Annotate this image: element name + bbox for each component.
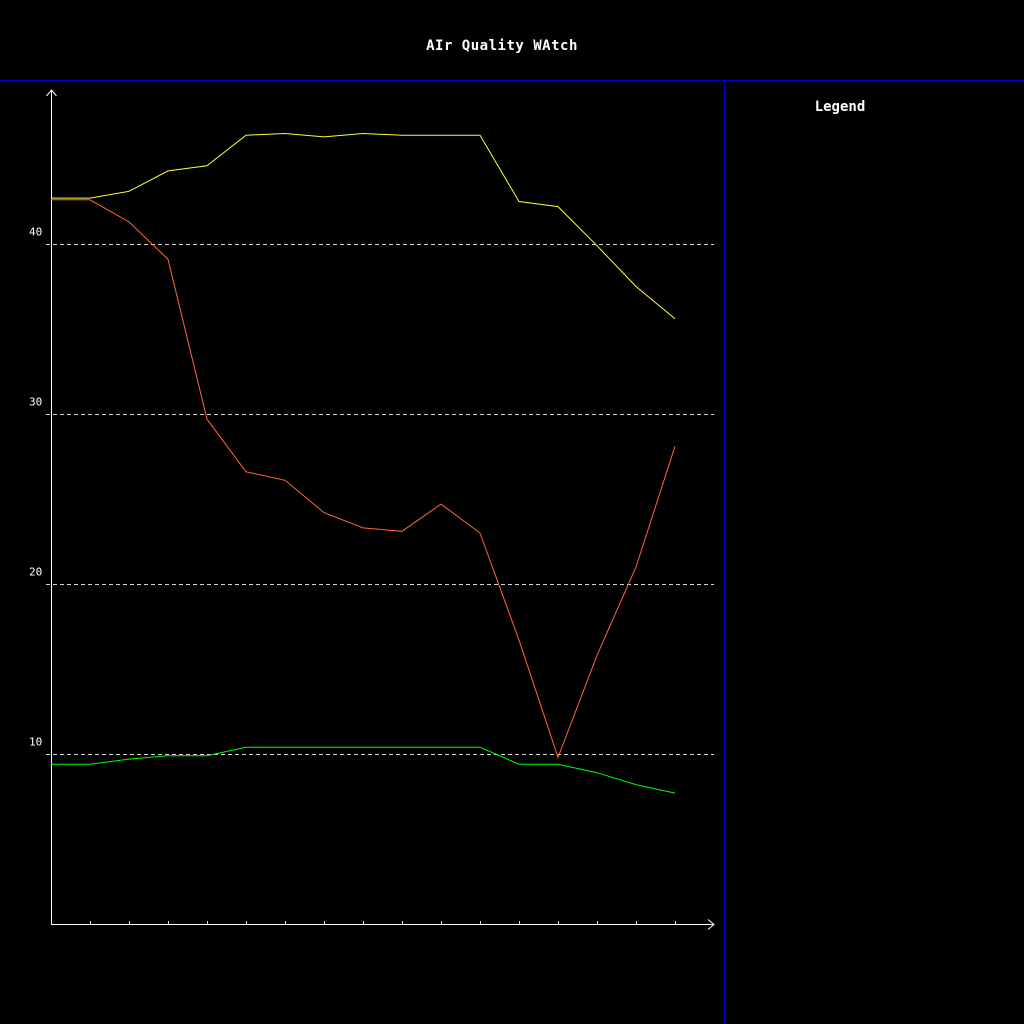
y-tick-labels: 10 20 30 40 [29, 226, 42, 749]
y-tick-label-40: 40 [29, 226, 42, 239]
series-line-2 [51, 199, 676, 759]
y-axis-arrow [46, 89, 57, 97]
y-tick-label-20: 20 [29, 566, 42, 579]
grid-lines [46, 244, 714, 755]
y-tick-label-10: 10 [29, 736, 42, 749]
data-series [51, 132, 676, 794]
y-tick-label-30: 30 [29, 396, 42, 409]
series-line-1 [51, 132, 676, 320]
x-axis-arrow [707, 919, 715, 930]
axes [46, 89, 715, 930]
series-line-3 [51, 746, 676, 794]
frame-lines [0, 80, 1024, 1024]
legend-title: Legend [814, 99, 866, 115]
chart-title: AIr Quality WAtch [426, 38, 578, 54]
